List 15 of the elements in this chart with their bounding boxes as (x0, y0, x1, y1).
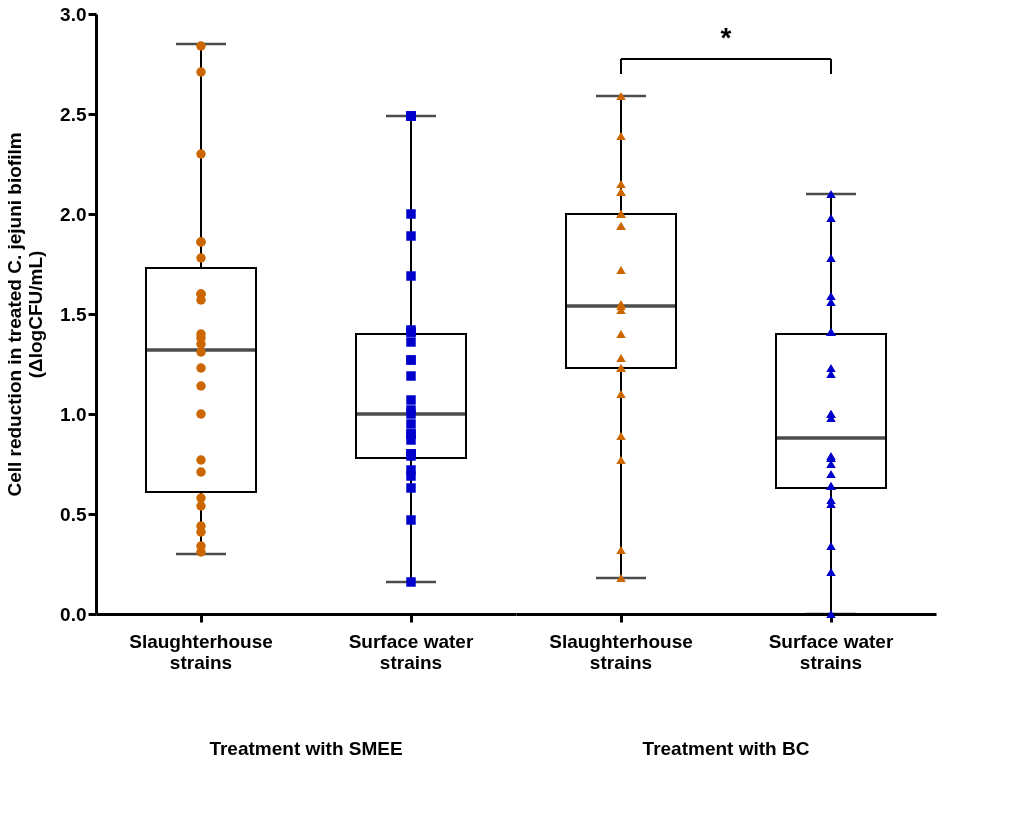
text: Treatment with SMEE (209, 738, 403, 759)
y-tick-label: 1.5 (60, 303, 87, 325)
x-tick-label: Surface water strains (348, 630, 474, 673)
y-tick-label: 1.0 (60, 403, 87, 425)
y-tick-label: 0.0 (60, 603, 87, 625)
x-tick-label: Slaughterhouse strains (129, 630, 273, 673)
text: Treatment with BC (642, 738, 810, 759)
x-tick-label: Surface water strains (768, 630, 894, 673)
y-tick-label: 2.0 (60, 203, 87, 225)
y-tick-label: 3.0 (60, 3, 87, 25)
y-tick-label: 0.5 (60, 503, 87, 525)
annotation: * (720, 22, 732, 53)
x-tick-label: Slaughterhouse strains (549, 630, 693, 673)
y-tick-label: 2.5 (60, 103, 87, 125)
y-axis-title: Cell reduction in treated C. jejuni biofilm (ΔlogCFU/mL) (4, 132, 47, 497)
